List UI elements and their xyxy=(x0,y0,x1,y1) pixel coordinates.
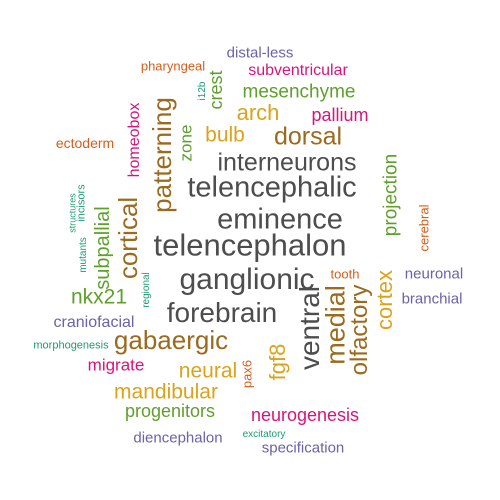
word-eminence: eminence xyxy=(217,203,343,236)
word-ectoderm: ectoderm xyxy=(55,135,115,151)
word-i12b: i12b xyxy=(197,81,208,101)
word-pharyngeal: pharyngeal xyxy=(140,58,206,74)
word-arch: arch xyxy=(236,100,280,125)
word-olfactory: olfactory xyxy=(346,284,373,376)
word-incisors: incisors xyxy=(75,184,88,222)
word-tooth: tooth xyxy=(330,266,360,282)
word-excitatory: excitatory xyxy=(242,429,286,440)
word-pax6: pax6 xyxy=(239,359,255,389)
word-bulb: bulb xyxy=(205,123,245,147)
word-migrate: migrate xyxy=(87,355,145,375)
word-projection: projection xyxy=(380,153,402,237)
word-diencephalon: diencephalon xyxy=(133,429,223,447)
word-neurogenesis: neurogenesis xyxy=(250,405,360,425)
word-branchial: branchial xyxy=(401,290,463,308)
word-neural: neural xyxy=(178,359,238,383)
word-telencephalic: telencephalic xyxy=(187,171,357,204)
word-fgf8: fgf8 xyxy=(265,343,290,381)
word-cortex: cortex xyxy=(372,270,397,330)
word-zone: zone xyxy=(176,124,196,162)
word-telencephalon: telencephalon xyxy=(153,227,347,263)
word-dorsal: dorsal xyxy=(273,122,343,151)
word-cortical: cortical xyxy=(113,196,143,280)
word-forebrain: forebrain xyxy=(166,297,278,328)
word-gabaergic: gabaergic xyxy=(113,325,229,355)
word-pallium: pallium xyxy=(311,105,369,125)
word-distal-less: distal-less xyxy=(226,44,294,62)
word-patterning: patterning xyxy=(147,97,177,213)
word-mandibular: mandibular xyxy=(114,380,218,404)
word-crest: crest xyxy=(206,70,226,110)
word-subpallial: subpallial xyxy=(92,206,114,290)
word-homeobox: homeobox xyxy=(126,102,143,178)
word-specification: specification xyxy=(261,439,345,457)
word-mutants: mutants xyxy=(78,237,89,273)
word-neuronal: neuronal xyxy=(404,265,464,283)
word-regional: regional xyxy=(141,272,152,308)
word-subventricular: subventricular xyxy=(248,62,348,79)
word-craniofacial: craniofacial xyxy=(53,314,135,331)
word-nkx21: nkx21 xyxy=(70,285,128,309)
word-cerebral: cerebral xyxy=(416,204,432,252)
word-interneurons: interneurons xyxy=(217,148,357,177)
word-ganglionic: ganglionic xyxy=(179,263,315,296)
word-progenitors: progenitors xyxy=(124,401,216,421)
word-morphogenesis: morphogenesis xyxy=(33,339,109,352)
word-mesenchyme: mesenchyme xyxy=(242,81,356,103)
